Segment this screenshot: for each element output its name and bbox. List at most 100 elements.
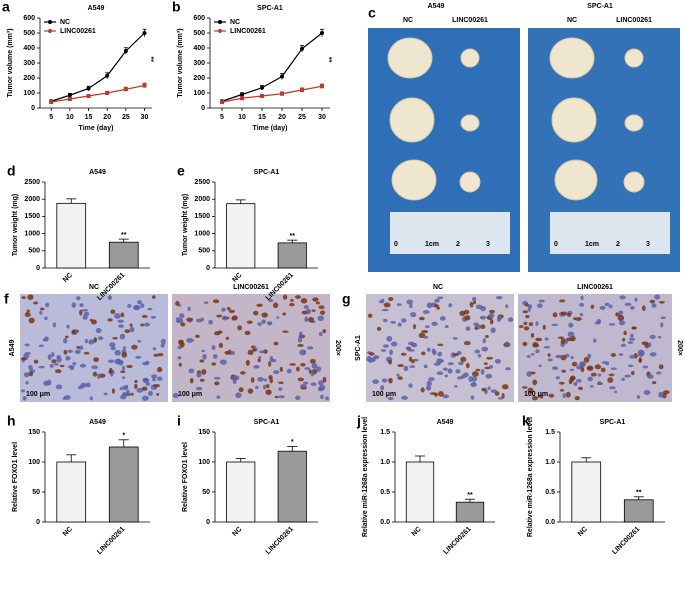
cell-nucleus <box>289 302 295 307</box>
point <box>86 94 91 98</box>
cell-nucleus <box>437 296 444 300</box>
x-tick-label: 5 <box>49 114 53 121</box>
cell-nucleus <box>156 393 160 396</box>
cell-nucleus <box>202 353 207 360</box>
cell-nucleus <box>315 301 320 305</box>
cell-nucleus <box>145 382 151 386</box>
cell-nucleus <box>431 321 438 326</box>
cell-nucleus <box>111 388 115 394</box>
panel-letter: k <box>522 413 530 429</box>
cell-nucleus <box>38 344 44 348</box>
cell-nucleus <box>531 395 539 401</box>
cell-nucleus <box>617 314 625 321</box>
cell-nucleus <box>408 349 415 352</box>
cell-nucleus <box>401 395 408 400</box>
cell-nucleus <box>387 396 394 401</box>
cell-nucleus <box>190 339 195 342</box>
cell-nucleus <box>257 322 262 327</box>
y-tick-label: 500 <box>198 248 210 255</box>
cell-nucleus <box>485 373 493 379</box>
cell-nucleus <box>579 313 584 317</box>
y-tick-label: 100 <box>23 90 35 97</box>
x-tick-label: 20 <box>103 114 111 121</box>
cell-nucleus <box>26 309 30 313</box>
cell-nucleus <box>528 322 534 327</box>
cell-nucleus <box>447 362 454 366</box>
panel-letter: e <box>177 163 185 179</box>
row-label: A549 <box>9 340 16 357</box>
cell-nucleus <box>547 358 553 362</box>
chart-title: A549 <box>89 169 106 176</box>
cell-nucleus <box>474 327 478 330</box>
cell-nucleus <box>567 331 575 338</box>
cell-nucleus <box>474 349 481 354</box>
cell-nucleus <box>381 378 388 383</box>
cell-nucleus <box>137 300 142 305</box>
cell-nucleus <box>381 308 389 312</box>
cell-nucleus <box>482 338 486 344</box>
y-tick-label: 100 <box>198 459 210 466</box>
point <box>300 88 304 92</box>
cell-nucleus <box>66 324 70 329</box>
point <box>240 92 244 97</box>
chart-title: SPC-A1 <box>254 169 280 176</box>
cell-nucleus <box>535 337 543 342</box>
cell-nucleus <box>231 315 238 321</box>
cell-nucleus <box>91 365 99 370</box>
cell-nucleus <box>95 328 102 334</box>
cell-nucleus <box>658 300 665 304</box>
cell-nucleus <box>273 370 280 375</box>
panel-letter: d <box>7 163 16 179</box>
cell-nucleus <box>178 362 182 367</box>
cell-nucleus <box>307 346 314 350</box>
series-line <box>51 84 145 103</box>
cell-nucleus <box>256 303 263 308</box>
cell-nucleus <box>131 344 138 350</box>
cell-nucleus <box>56 356 62 363</box>
cell-nucleus <box>54 362 59 366</box>
cell-nucleus <box>463 309 470 315</box>
cell-nucleus <box>465 342 469 345</box>
x-tick-label: 15 <box>85 114 93 121</box>
cell-nucleus <box>426 302 433 309</box>
y-axis-label: Tumor weight (mg) <box>12 194 19 256</box>
cell-nucleus <box>600 367 606 373</box>
cell-nucleus <box>237 325 242 331</box>
point <box>300 46 304 51</box>
cell-nucleus <box>107 318 113 322</box>
y-tick-label: 150 <box>198 429 210 436</box>
cell-nucleus <box>297 377 304 382</box>
x-tick-label: NC <box>577 526 589 538</box>
bar <box>623 499 654 523</box>
point <box>105 91 110 95</box>
cell-nucleus <box>172 393 179 399</box>
y-tick-label: 50 <box>202 489 210 496</box>
panel-letter: g <box>342 291 351 307</box>
cell-nucleus <box>67 349 73 353</box>
cell-nucleus <box>93 357 99 363</box>
cell-nucleus <box>656 371 662 375</box>
cell-nucleus <box>97 373 101 379</box>
cell-nucleus <box>141 395 149 401</box>
y-tick-label: 150 <box>28 429 40 436</box>
panel-letter: j <box>356 413 361 429</box>
series-line <box>221 32 323 102</box>
cell-nucleus <box>522 310 529 314</box>
y-tick-label: 0.5 <box>545 489 555 496</box>
group-label: NC <box>567 17 577 24</box>
cell-nucleus <box>203 301 209 304</box>
cell-nucleus <box>25 381 29 385</box>
cell-nucleus <box>447 368 453 374</box>
cell-nucleus <box>433 362 441 366</box>
cell-nucleus <box>300 362 306 367</box>
cell-nucleus <box>651 381 657 385</box>
cell-nucleus <box>624 302 632 306</box>
cell-nucleus <box>143 377 148 383</box>
y-tick-label: 500 <box>193 30 205 37</box>
cell-nucleus <box>306 308 312 315</box>
cell-nucleus <box>628 364 634 368</box>
cell-nucleus <box>63 337 68 344</box>
bar <box>277 242 307 269</box>
cell-nucleus <box>538 299 545 303</box>
cell-nucleus <box>153 384 160 388</box>
